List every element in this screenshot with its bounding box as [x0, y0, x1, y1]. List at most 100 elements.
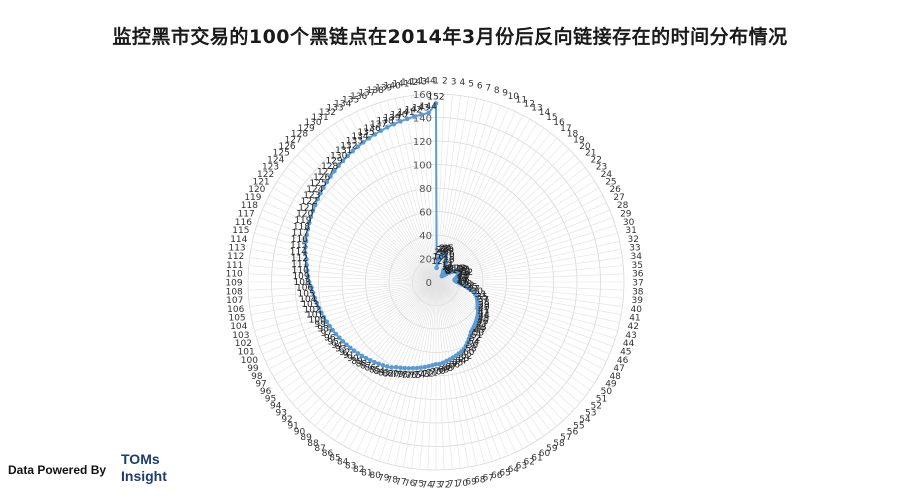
category-label-98: 98 [251, 372, 263, 382]
category-label-136: 136 [350, 92, 367, 102]
category-label-91: 91 [287, 421, 298, 431]
grid-spoke-6 [435, 98, 477, 283]
data-label-68: 66 [449, 361, 461, 371]
grid-spoke-71 [435, 281, 453, 470]
data-label-113: 112 [291, 254, 308, 264]
radial-tick-40: 40 [419, 231, 432, 242]
grid-spoke-81 [371, 281, 437, 459]
data-label-61: 56 [467, 341, 479, 351]
data-label-134: 134 [351, 132, 368, 142]
data-point-92 [355, 351, 361, 356]
grid-spoke-23 [435, 173, 591, 283]
category-label-122: 122 [257, 170, 274, 180]
data-point-3 [435, 260, 440, 266]
data-label-57: 50 [473, 328, 485, 338]
grid-spoke-78 [395, 281, 437, 466]
data-point-13 [443, 263, 448, 269]
category-label-128: 128 [291, 130, 308, 140]
category-label-126: 126 [278, 142, 295, 152]
data-point-90 [363, 355, 369, 361]
category-label-56: 56 [567, 427, 579, 437]
data-label-65: 63 [458, 354, 469, 364]
grid-spoke-51 [435, 281, 591, 391]
data-label-87: 85 [369, 366, 380, 376]
grid-spoke-124 [286, 167, 437, 283]
category-label-124: 124 [267, 156, 284, 166]
category-label-115: 115 [232, 226, 249, 236]
data-label-27: 20 [458, 265, 470, 275]
category-label-8: 8 [494, 86, 500, 96]
data-label-10: 22 [443, 248, 454, 258]
data-point-91 [359, 353, 365, 359]
grid-spoke-113 [250, 249, 437, 283]
category-label-14: 14 [539, 108, 551, 118]
grid-spoke-22 [435, 167, 586, 283]
category-label-133: 133 [326, 104, 343, 114]
grid-spoke-24 [435, 180, 595, 283]
radial-tick-120: 120 [413, 137, 432, 148]
grid-spoke-129 [314, 137, 437, 283]
grid-spoke-123 [281, 173, 437, 283]
data-label-31: 19 [459, 270, 471, 280]
brand-line-2: Insight [121, 468, 167, 484]
grid-spoke-89 [314, 281, 437, 427]
grid-spoke-39 [435, 281, 624, 299]
data-label-34: 16 [456, 275, 468, 285]
grid-spoke-34 [435, 257, 623, 283]
grid-spoke-59 [435, 281, 545, 437]
category-label-59: 59 [546, 444, 558, 454]
data-label-114: 114 [290, 247, 307, 257]
grid-spoke-74 [427, 281, 437, 470]
grid-spoke-76 [411, 281, 437, 469]
data-point-119 [306, 220, 312, 226]
data-label-131: 131 [335, 146, 352, 156]
data-label-80: 77 [401, 371, 412, 381]
data-label-118: 118 [293, 222, 310, 232]
grid-spoke-107 [248, 281, 437, 299]
category-label-143: 143 [410, 77, 427, 87]
category-label-85: 85 [329, 453, 340, 463]
grid-spoke-16 [435, 132, 551, 283]
grid-spoke-66 [435, 281, 493, 462]
grid-spoke-31 [435, 233, 618, 283]
category-label-109: 109 [225, 279, 242, 289]
data-point-111 [304, 268, 310, 274]
data-point-140 [398, 119, 403, 124]
data-label-46: 38 [478, 298, 490, 308]
category-label-144: 144 [419, 77, 436, 87]
category-label-24: 24 [601, 170, 613, 180]
data-point-132 [350, 148, 355, 154]
grid-spoke-17 [435, 137, 558, 283]
data-label-4: 20 [434, 248, 446, 258]
data-label-144: 144 [420, 102, 437, 112]
category-label-61: 61 [531, 453, 542, 463]
grid-spoke-25 [435, 187, 599, 283]
data-point-79 [410, 365, 416, 371]
data-label-19: 7 [444, 267, 450, 277]
category-label-13: 13 [531, 104, 542, 114]
data-point-84 [389, 365, 394, 370]
category-label-99: 99 [247, 364, 259, 374]
category-label-1: 1 [433, 77, 439, 87]
grid-spoke-60 [435, 281, 538, 441]
category-label-11: 11 [516, 95, 527, 105]
grid-spoke-100 [262, 281, 437, 355]
category-label-135: 135 [342, 95, 359, 105]
data-label-11: 20 [443, 250, 455, 260]
grid-spoke-13 [435, 119, 531, 283]
data-point-124 [318, 191, 323, 196]
category-label-65: 65 [499, 468, 510, 478]
data-point-128 [332, 168, 337, 174]
grid-spoke-48 [435, 281, 603, 370]
grid-spoke-70 [435, 281, 461, 469]
data-label-77: 74 [414, 371, 426, 381]
data-label-3: 16 [433, 252, 445, 262]
data-label-91: 89 [351, 357, 363, 367]
category-label-34: 34 [631, 252, 643, 262]
data-label-97: 95 [328, 337, 339, 347]
category-label-77: 77 [395, 477, 406, 487]
grid-spoke-29 [435, 217, 613, 283]
grid-spoke-110 [248, 273, 437, 283]
data-label-129: 129 [325, 157, 342, 167]
category-label-137: 137 [358, 89, 375, 99]
